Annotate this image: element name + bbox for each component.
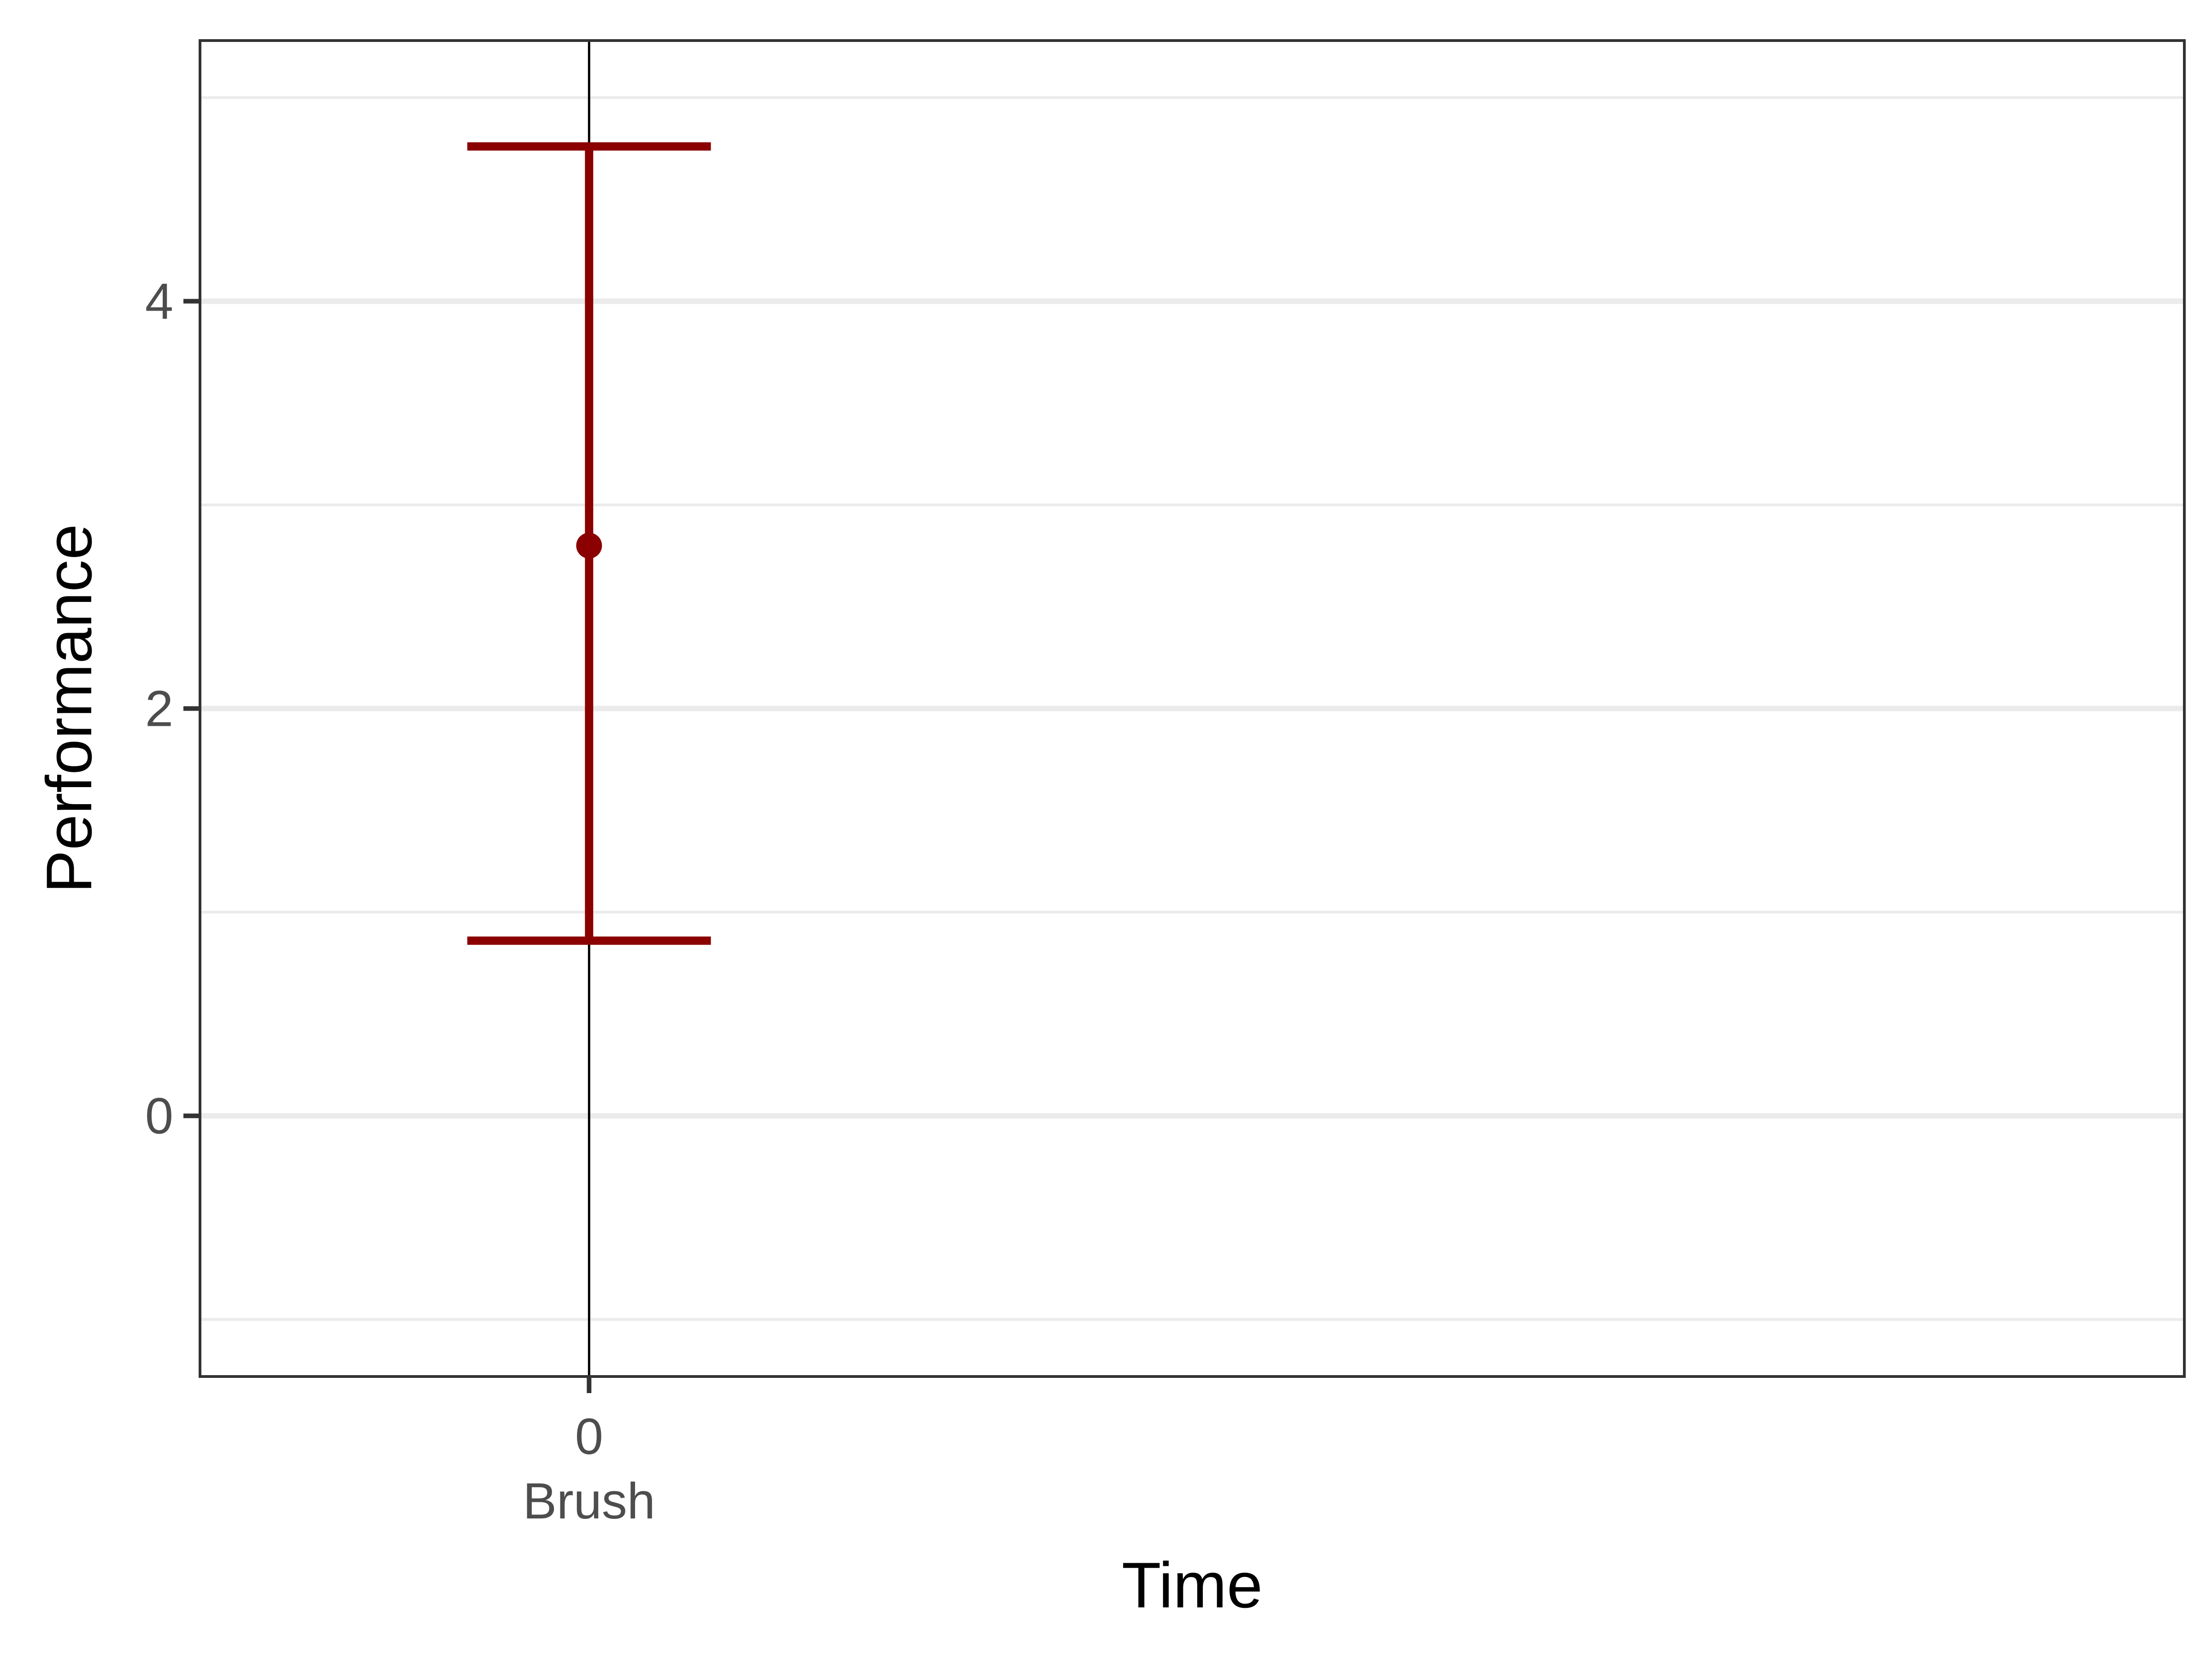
x-tick-sublabel: Brush bbox=[523, 1473, 655, 1530]
grid-lines bbox=[200, 96, 2184, 1321]
data-point bbox=[576, 532, 602, 559]
y-axis-title: Performance bbox=[33, 524, 105, 893]
y-tick-label: 2 bbox=[145, 681, 173, 737]
y-tick-label: 0 bbox=[145, 1088, 173, 1144]
axes: 0 2 4 0 Brush bbox=[145, 273, 655, 1530]
x-axis-title: Time bbox=[1122, 1549, 1263, 1621]
data-marks bbox=[467, 142, 711, 945]
y-tick-label: 4 bbox=[145, 273, 173, 330]
x-tick-label: 0 bbox=[575, 1408, 603, 1465]
